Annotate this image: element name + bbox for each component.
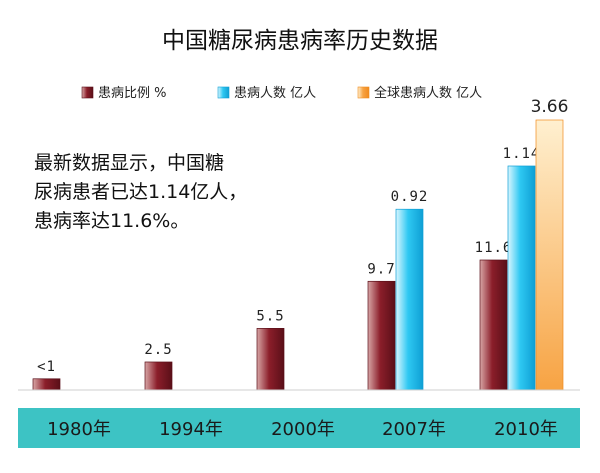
x-axis: 1980年 1994年 2000年 2007年 2010年 [18,389,580,448]
legend-swatch [81,86,94,99]
annotation-line: 最新数据显示，中国糖 [34,152,224,174]
bar [32,378,61,391]
legend-label: 全球患病人数 亿人 [374,85,482,101]
axis-band [18,408,580,448]
bar [395,208,424,391]
legend: 患病比例 % 患病人数 亿人 全球患病人数 亿人 [81,85,482,101]
data-label: 3.66 [531,97,569,117]
data-label: 11.6 [475,240,513,256]
bar [256,328,285,391]
data-label: 1.14 [503,146,541,162]
bars: <1 2.5 5.5 9.7 11.6 0.92 1.14 3.66 [32,97,569,391]
x-tick-label: 2000年 [271,419,335,440]
x-tick-label: 1980年 [47,419,111,440]
data-label: 9.7 [367,261,395,277]
legend-swatch [217,86,230,99]
annotation-line: 患病率达11.6%。 [34,210,189,232]
data-label: 0.92 [391,189,429,205]
x-tick-label: 2007年 [382,419,446,440]
data-label: 5.5 [256,308,284,324]
bar [479,259,508,391]
bar [144,361,173,391]
chart-title: 中国糖尿病患病率历史数据 [162,28,438,54]
legend-label: 患病人数 亿人 [234,86,316,101]
data-label: <1 [37,359,56,375]
bar [367,280,396,391]
bar [507,165,536,391]
x-tick-label: 2010年 [494,419,558,440]
x-tick-label: 1994年 [159,419,223,440]
legend-label: 患病比例 % [98,86,167,101]
annotation-line: 尿病患者已达1.14亿人， [34,181,247,203]
bar [535,119,564,391]
data-label: 2.5 [144,342,172,358]
legend-swatch [357,86,370,99]
